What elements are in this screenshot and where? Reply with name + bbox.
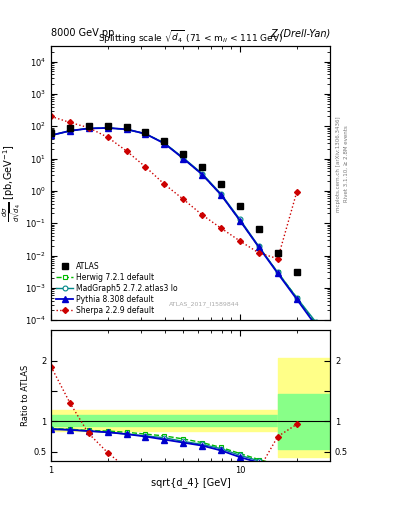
Pythia 8.308 default — [49, 132, 53, 138]
Text: Z (Drell-Yan): Z (Drell-Yan) — [270, 28, 330, 38]
Text: mcplots.cern.ch [arXiv:1306.3436]: mcplots.cern.ch [arXiv:1306.3436] — [336, 116, 341, 211]
MadGraph5 2.7.2.atlas3 lo — [294, 294, 299, 301]
Herwig 7.2.1 default — [238, 218, 242, 224]
MadGraph5 2.7.2.atlas3 lo — [162, 140, 167, 146]
Herwig 7.2.1 default — [162, 140, 167, 146]
Herwig 7.2.1 default — [86, 125, 91, 132]
MadGraph5 2.7.2.atlas3 lo — [200, 170, 205, 177]
Legend: ATLAS, Herwig 7.2.1 default, MadGraph5 2.7.2.atlas3 lo, Pythia 8.308 default, Sh: ATLAS, Herwig 7.2.1 default, MadGraph5 2… — [55, 261, 180, 316]
Line: Sherpa 2.2.9 default: Sherpa 2.2.9 default — [49, 114, 299, 261]
Sherpa 2.2.9 default — [275, 255, 280, 262]
X-axis label: sqrt{d_4} [GeV]: sqrt{d_4} [GeV] — [151, 477, 230, 488]
Herwig 7.2.1 default — [275, 269, 280, 275]
Pythia 8.308 default — [275, 270, 280, 276]
MadGraph5 2.7.2.atlas3 lo — [106, 125, 110, 131]
Pythia 8.308 default — [143, 131, 148, 137]
MadGraph5 2.7.2.atlas3 lo — [143, 131, 148, 137]
ATLAS — [275, 250, 280, 256]
ATLAS — [143, 129, 148, 135]
ATLAS — [294, 269, 299, 275]
Sherpa 2.2.9 default — [181, 196, 185, 202]
Line: Herwig 7.2.1 default: Herwig 7.2.1 default — [49, 125, 318, 326]
Herwig 7.2.1 default — [68, 127, 72, 134]
Herwig 7.2.1 default — [219, 192, 224, 198]
Sherpa 2.2.9 default — [294, 189, 299, 196]
Sherpa 2.2.9 default — [162, 181, 167, 187]
ATLAS — [49, 130, 53, 136]
ATLAS — [124, 124, 129, 130]
Y-axis label: Ratio to ATLAS: Ratio to ATLAS — [21, 365, 30, 426]
MadGraph5 2.7.2.atlas3 lo — [257, 243, 261, 249]
ATLAS — [68, 125, 72, 131]
Pythia 8.308 default — [200, 172, 205, 178]
Line: ATLAS: ATLAS — [48, 123, 300, 275]
Title: Splitting scale $\sqrt{d_4}$ (71 < m$_{ll}$ < 111 GeV): Splitting scale $\sqrt{d_4}$ (71 < m$_{l… — [98, 29, 283, 46]
Line: MadGraph5 2.7.2.atlas3 lo: MadGraph5 2.7.2.atlas3 lo — [49, 125, 318, 324]
Pythia 8.308 default — [313, 322, 318, 328]
Herwig 7.2.1 default — [124, 126, 129, 133]
Sherpa 2.2.9 default — [68, 119, 72, 125]
Pythia 8.308 default — [219, 192, 224, 198]
Sherpa 2.2.9 default — [219, 225, 224, 231]
Text: ATLAS_2017_I1589844: ATLAS_2017_I1589844 — [169, 301, 240, 307]
MadGraph5 2.7.2.atlas3 lo — [86, 125, 91, 132]
Pythia 8.308 default — [124, 126, 129, 133]
Sherpa 2.2.9 default — [124, 148, 129, 154]
MadGraph5 2.7.2.atlas3 lo — [124, 126, 129, 133]
Pythia 8.308 default — [106, 125, 110, 131]
ATLAS — [162, 138, 167, 144]
Sherpa 2.2.9 default — [143, 164, 148, 170]
Herwig 7.2.1 default — [257, 244, 261, 250]
ATLAS — [238, 203, 242, 209]
MadGraph5 2.7.2.atlas3 lo — [181, 155, 185, 161]
Text: 8000 GeV pp: 8000 GeV pp — [51, 28, 114, 38]
ATLAS — [181, 151, 185, 157]
Sherpa 2.2.9 default — [86, 124, 91, 131]
Line: Pythia 8.308 default: Pythia 8.308 default — [48, 125, 318, 328]
Pythia 8.308 default — [86, 125, 91, 132]
MadGraph5 2.7.2.atlas3 lo — [49, 132, 53, 138]
Sherpa 2.2.9 default — [49, 113, 53, 119]
Herwig 7.2.1 default — [294, 294, 299, 301]
Pythia 8.308 default — [181, 156, 185, 162]
Sherpa 2.2.9 default — [257, 250, 261, 256]
Sherpa 2.2.9 default — [106, 134, 110, 140]
Herwig 7.2.1 default — [143, 131, 148, 137]
Pythia 8.308 default — [68, 127, 72, 134]
ATLAS — [200, 164, 205, 170]
MadGraph5 2.7.2.atlas3 lo — [275, 269, 280, 275]
Herwig 7.2.1 default — [49, 132, 53, 138]
Pythia 8.308 default — [257, 244, 261, 250]
Herwig 7.2.1 default — [181, 156, 185, 162]
MadGraph5 2.7.2.atlas3 lo — [238, 217, 242, 223]
ATLAS — [106, 123, 110, 129]
Text: Rivet 3.1.10, ≥ 2.8M events: Rivet 3.1.10, ≥ 2.8M events — [344, 125, 349, 202]
MadGraph5 2.7.2.atlas3 lo — [313, 318, 318, 325]
Herwig 7.2.1 default — [313, 320, 318, 326]
Y-axis label: $\frac{d\sigma}{d\sqrt{d_4}}$ [pb,GeV$^{-1}$]: $\frac{d\sigma}{d\sqrt{d_4}}$ [pb,GeV$^{… — [1, 144, 24, 222]
ATLAS — [86, 123, 91, 129]
Pythia 8.308 default — [162, 140, 167, 146]
ATLAS — [219, 181, 224, 187]
Pythia 8.308 default — [238, 218, 242, 224]
MadGraph5 2.7.2.atlas3 lo — [219, 191, 224, 197]
Sherpa 2.2.9 default — [238, 238, 242, 244]
Herwig 7.2.1 default — [200, 172, 205, 178]
Pythia 8.308 default — [294, 296, 299, 302]
ATLAS — [257, 226, 261, 232]
Sherpa 2.2.9 default — [200, 212, 205, 218]
MadGraph5 2.7.2.atlas3 lo — [68, 127, 72, 134]
Herwig 7.2.1 default — [106, 125, 110, 131]
